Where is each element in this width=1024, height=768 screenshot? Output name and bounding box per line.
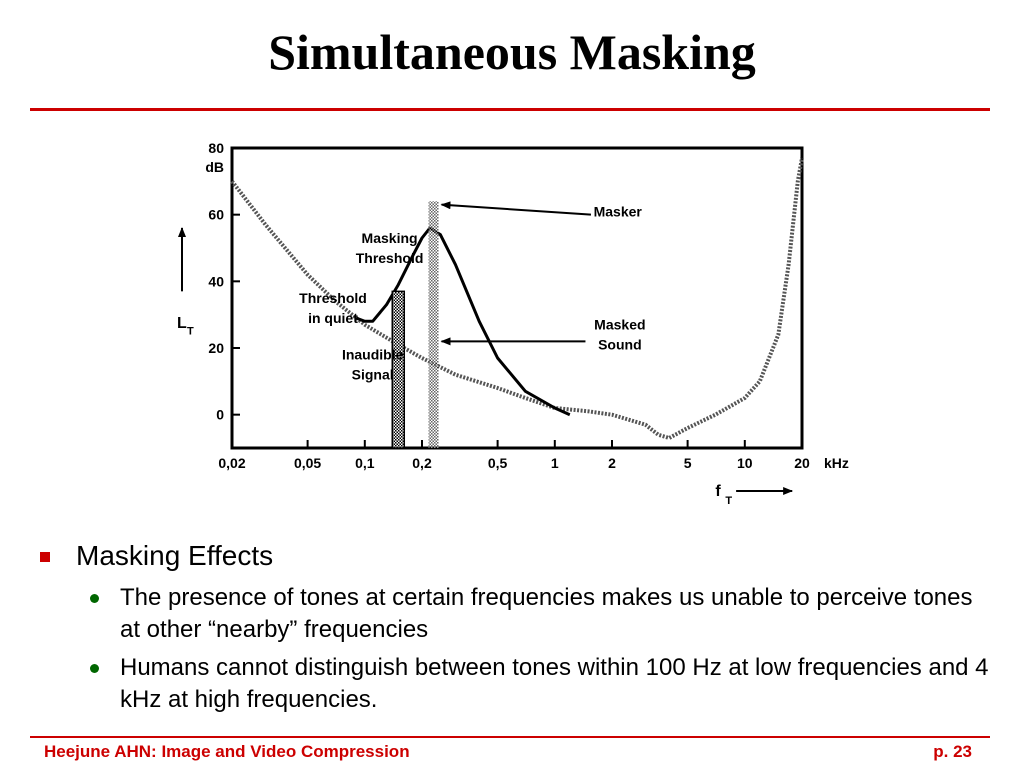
y-tick-label: 0 [216, 407, 224, 423]
y-tick-label: 20 [208, 340, 224, 356]
x-unit-label: kHz [824, 455, 849, 471]
y-unit-label: dB [205, 159, 224, 175]
x-tick-label: 20 [794, 455, 810, 471]
page-number: p. 23 [933, 742, 972, 761]
annotation-inaudible-line1: Inaudible [342, 347, 404, 363]
sub-bullet-text: The presence of tones at certain frequen… [120, 584, 973, 643]
x-tick-label: 10 [737, 455, 753, 471]
annotation-quiet-line2: in quiet [308, 310, 358, 326]
footer-course-title: Heejune AHN: Image and Video Compression [44, 742, 410, 761]
x-tick-label: 1 [551, 455, 559, 471]
annotation-masker: Masker [594, 203, 643, 219]
masker-bar [428, 201, 439, 448]
y-tick-label: 60 [208, 207, 224, 223]
x-tick-label: 5 [684, 455, 692, 471]
sub-bullet-distinguish: Humans cannot distinguish between tones … [38, 652, 998, 716]
title-divider [30, 108, 990, 111]
annotation-masking-line2: Threshold [356, 250, 424, 266]
annotation-masking-line1: Masking [362, 230, 418, 246]
bullet-text: Masking Effects [76, 540, 274, 571]
bullet-masking-effects: Masking Effects [38, 536, 998, 576]
x-tick-label: 0,2 [412, 455, 432, 471]
plot-frame [230, 146, 804, 450]
annotation-quiet-line1: Threshold [299, 290, 367, 306]
y-tick-label: 40 [208, 273, 224, 289]
annotation-inaudible-line2: Signal [352, 367, 394, 383]
x-tick-label: 0,05 [294, 455, 321, 471]
annotation-masked-line2: Sound [598, 337, 642, 353]
x-tick-label: 0,5 [488, 455, 508, 471]
x-axis-label: f [715, 483, 721, 500]
annotation-masked-line1: Masked [594, 317, 645, 333]
y-tick-label: 80 [208, 140, 224, 156]
green-dot-bullet [90, 594, 99, 603]
masker-arrow [440, 201, 592, 216]
green-dot-bullet [90, 664, 99, 673]
inaudible-signal-bar [391, 290, 406, 449]
sub-bullet-nearby: The presence of tones at certain frequen… [38, 582, 998, 646]
slide-title: Simultaneous Masking [268, 24, 756, 80]
x-tick-label: 2 [608, 455, 616, 471]
bullet-list: Masking Effects The presence of tones at… [38, 536, 998, 716]
footer-divider [30, 736, 990, 738]
x-tick-label: 0,02 [218, 455, 245, 471]
x-tick-label: 0,1 [355, 455, 375, 471]
red-square-bullet [40, 552, 50, 562]
x-axis-label-sub: T [725, 495, 732, 507]
y-axis-label-sub: T [187, 326, 194, 338]
sub-bullet-text: Humans cannot distinguish between tones … [120, 654, 989, 713]
y-axis-label: L [177, 315, 187, 332]
